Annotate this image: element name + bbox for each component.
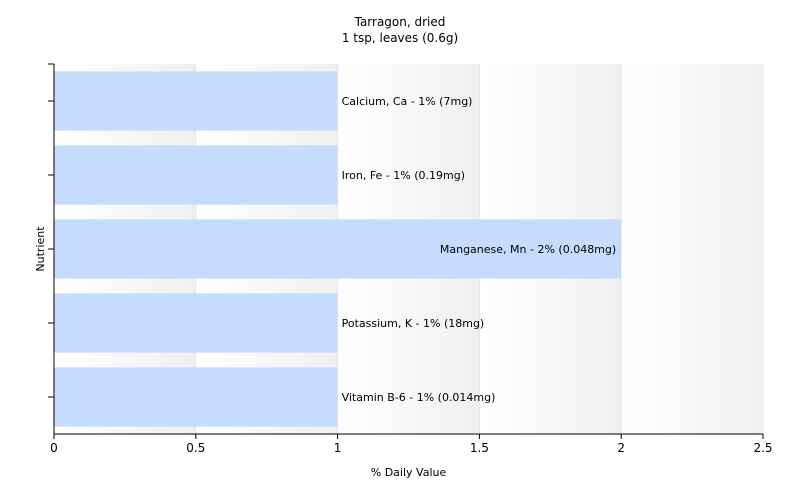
- chart-title-block: Tarragon, dried 1 tsp, leaves (0.6g): [0, 14, 800, 46]
- x-tick-label: 0.5: [186, 441, 205, 455]
- bars-group: [54, 71, 622, 427]
- x-tick-label: 1.5: [470, 441, 489, 455]
- bar-label: Manganese, Mn - 2% (0.048mg): [440, 243, 616, 256]
- axes-group: [48, 63, 764, 439]
- bar-label: Vitamin B-6 - 1% (0.014mg): [342, 391, 496, 404]
- bar: [54, 219, 622, 279]
- x-tick-label: 2: [617, 441, 625, 455]
- x-tick-label: 2.5: [753, 441, 772, 455]
- bar-label: Calcium, Ca - 1% (7mg): [342, 95, 473, 108]
- bar: [54, 145, 338, 205]
- bar: [54, 367, 338, 427]
- bar: [54, 293, 338, 353]
- bar-label: Potassium, K - 1% (18mg): [342, 317, 485, 330]
- bar: [54, 71, 338, 131]
- plot-band: [621, 64, 763, 434]
- x-tick-label: 1: [334, 441, 342, 455]
- chart-title: Tarragon, dried: [354, 15, 446, 29]
- bar-label: Iron, Fe - 1% (0.19mg): [342, 169, 465, 182]
- x-axis-title: % Daily Value: [371, 466, 447, 479]
- chart-subtitle: 1 tsp, leaves (0.6g): [341, 31, 459, 45]
- labels-group: Calcium, Ca - 1% (7mg) Iron, Fe - 1% (0.1…: [50, 95, 772, 455]
- y-axis-title: Nutrient: [34, 226, 47, 272]
- x-tick-label: 0: [50, 441, 58, 455]
